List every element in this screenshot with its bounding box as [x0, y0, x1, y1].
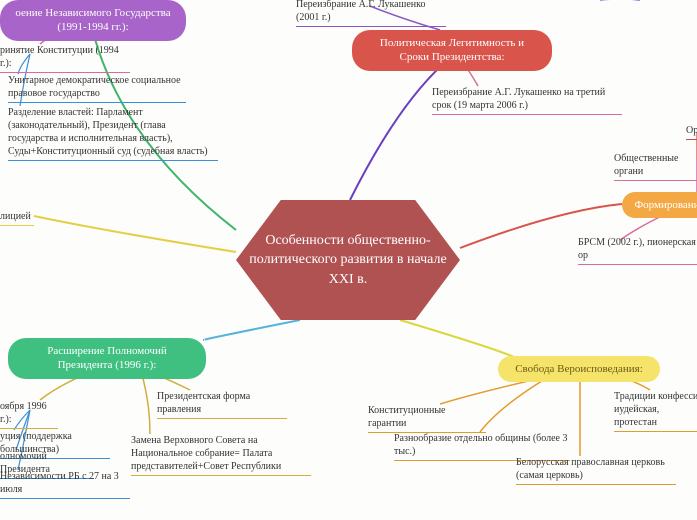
leaf-separation-powers: Разделение властей: Парламент (законодат…: [8, 106, 218, 161]
pill-label: Свобода Вероисповедания:: [515, 362, 643, 376]
leaf-independence-day: Независимости РБ с 27 на 3 июля: [0, 470, 130, 499]
leaf-reelect-2001: Переизбрание А.Г. Лукашенко (2001 г.): [296, 0, 446, 27]
branch-president-powers: Расширение Полномочий Президента (1996 г…: [8, 338, 206, 379]
leaf-traditions: Традиции конфесси иудейская, протестан: [614, 390, 697, 432]
leaf-police: лицией: [0, 210, 34, 226]
pill-label: оение Независимого Государства (1991-199…: [14, 6, 172, 35]
leaf-constitution-1994: ринятие Конституции (1994 г.):: [0, 44, 130, 73]
leaf-replace-council: Замена Верховного Совета на Национальное…: [131, 434, 311, 476]
branch-formation: Формировани: [622, 192, 697, 218]
center-text: Особенности общественно-политического ра…: [246, 231, 450, 290]
branch-religion-freedom: Свобода Вероисповедания:: [498, 356, 660, 382]
pill-label: Расширение Полномочий Президента (1996 г…: [22, 344, 192, 373]
branch-independent-state: оение Независимого Государства (1991-199…: [0, 0, 186, 41]
leaf-const-guarantees: Конституционные гарантии: [368, 404, 486, 433]
leaf-public-orgs: Общественные органи: [614, 152, 697, 181]
leaf-presidential-form: Президентская форма правления: [157, 390, 287, 419]
leaf-nov-1996: оября 1996 г.):: [0, 400, 58, 429]
center-node: Особенности общественно-политического ра…: [236, 200, 460, 320]
leaf-brsm: БРСМ (2002 г.), пионерская ор: [578, 236, 697, 265]
leaf-orthodox-church: Белорусская православная церковь (самая …: [516, 456, 676, 485]
pill-label: Формировани: [634, 198, 697, 212]
pill-label: Политическая Легитимность и Сроки Презид…: [366, 36, 538, 65]
leaf-unitary-state: Унитарное демократическое социальное пра…: [8, 74, 186, 103]
leaf-or: Ор: [686, 124, 697, 140]
leaf-reelect-2006: Переизбрание А.Г. Лукашенко на третий ср…: [432, 86, 622, 115]
branch-legitimacy: Политическая Легитимность и Сроки Презид…: [352, 30, 552, 71]
